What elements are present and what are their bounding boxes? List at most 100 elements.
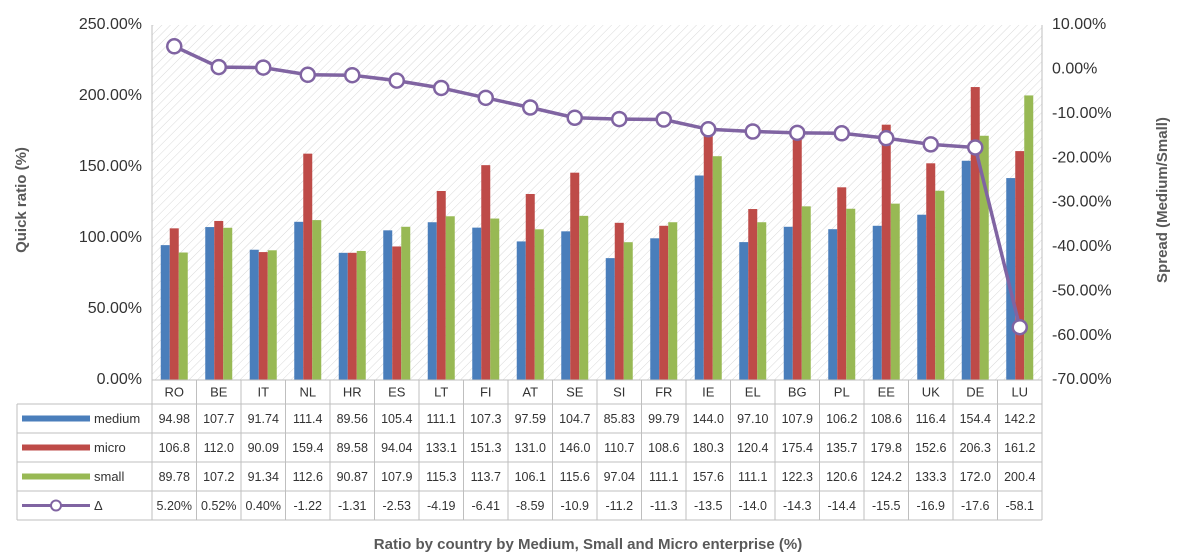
line-point [967, 139, 984, 156]
x-tick-label: SE [566, 384, 584, 399]
x-tick-label: FR [655, 384, 672, 399]
bar [650, 238, 660, 380]
bar [516, 241, 526, 380]
table-cell: 180.3 [693, 441, 724, 455]
table-cell: 146.0 [559, 441, 590, 455]
line-point [344, 66, 361, 84]
bar [392, 246, 402, 380]
line-point [388, 72, 405, 89]
legend-label: medium [94, 411, 140, 426]
table-cell: 115.6 [560, 470, 590, 484]
table-cell: -10.9 [561, 499, 590, 513]
table-cell: 144.0 [693, 412, 724, 426]
bar [659, 225, 669, 380]
line-point [922, 136, 939, 153]
table-cell: 120.6 [826, 470, 857, 484]
bar [783, 226, 793, 380]
table-cell: 110.7 [604, 441, 634, 455]
table-cell: 133.3 [915, 470, 946, 484]
bar [872, 225, 882, 380]
table-cell: 89.78 [159, 470, 190, 484]
line-point [255, 59, 272, 76]
table-cell: 89.56 [337, 412, 368, 426]
y2-tick-label: -60.00% [1052, 327, 1112, 344]
bar [1006, 178, 1016, 380]
table-cell: 107.3 [470, 412, 501, 426]
bar [267, 250, 277, 380]
legend-label: micro [94, 440, 126, 455]
bar [579, 215, 589, 380]
table-cell: -16.9 [917, 499, 946, 513]
bar [605, 258, 615, 380]
y2-tick-label: -10.00% [1052, 105, 1112, 122]
x-tick-label: HR [343, 384, 362, 399]
bar [383, 230, 393, 380]
y2-tick-label: -70.00% [1052, 371, 1112, 388]
table-cell: -17.6 [961, 499, 990, 513]
x-tick-label: BE [210, 384, 228, 399]
table-cell: 151.3 [470, 441, 501, 455]
table-cell: 97.04 [604, 470, 635, 484]
x-axis-title: Ratio by country by Medium, Small and Mi… [374, 536, 802, 553]
line-point [655, 111, 672, 128]
table-cell: 107.7 [203, 412, 234, 426]
table-cell: 159.4 [292, 441, 323, 455]
table-cell: 105.4 [381, 412, 412, 426]
bar [926, 163, 936, 380]
table-cell: -1.31 [338, 499, 367, 513]
bar [490, 218, 500, 380]
x-tick-label: ES [388, 384, 406, 399]
table-cell: 104.7 [559, 412, 590, 426]
y-tick-label: 50.00% [88, 300, 142, 317]
bar [890, 203, 900, 380]
bar [160, 245, 170, 380]
bar [712, 156, 722, 380]
plot-area [152, 25, 1042, 380]
table-cell: 157.6 [693, 470, 724, 484]
bar [303, 153, 313, 380]
legend-label: small [94, 469, 124, 484]
table-cell: 91.34 [248, 470, 279, 484]
bar [623, 242, 633, 380]
bar [792, 130, 802, 380]
x-tick-label: EE [878, 384, 896, 399]
y2-axis-title: Spread (Medium/Small) [1154, 117, 1171, 283]
line-point [166, 38, 183, 55]
y2-tick-label: -50.00% [1052, 282, 1112, 299]
bar [294, 221, 304, 380]
table-cell: 111.1 [649, 470, 678, 484]
bar [401, 226, 411, 380]
table-cell: 106.2 [826, 412, 857, 426]
bar [214, 220, 224, 380]
y2-tick-label: -30.00% [1052, 194, 1112, 211]
line-point [433, 79, 450, 97]
bar [828, 229, 838, 380]
bar [312, 220, 322, 380]
legend-key [22, 473, 90, 480]
bar [223, 227, 233, 380]
line-point [477, 89, 494, 107]
table-cell: 107.9 [381, 470, 412, 484]
table-cell: 94.98 [159, 412, 190, 426]
line-point [522, 99, 539, 116]
table-cell: 133.1 [426, 441, 457, 455]
table-cell: 85.83 [604, 412, 635, 426]
x-tick-label: RO [165, 384, 185, 399]
line-point [566, 109, 583, 126]
table-cell: 154.4 [960, 412, 991, 426]
line-point [611, 110, 628, 128]
x-tick-label: SI [613, 384, 625, 399]
table-cell: 112.6 [293, 470, 323, 484]
bar [472, 227, 482, 380]
bar [347, 252, 357, 380]
line-point [744, 123, 761, 140]
table-cell: 106.1 [515, 470, 546, 484]
table-cell: -6.41 [472, 499, 501, 513]
table-cell: 122.3 [782, 470, 813, 484]
table-cell: 135.7 [826, 441, 857, 455]
x-tick-label: PL [834, 384, 850, 399]
bar [837, 187, 847, 380]
table-cell: 115.3 [426, 470, 456, 484]
table-cell: 111.1 [738, 470, 767, 484]
bar [534, 229, 544, 380]
